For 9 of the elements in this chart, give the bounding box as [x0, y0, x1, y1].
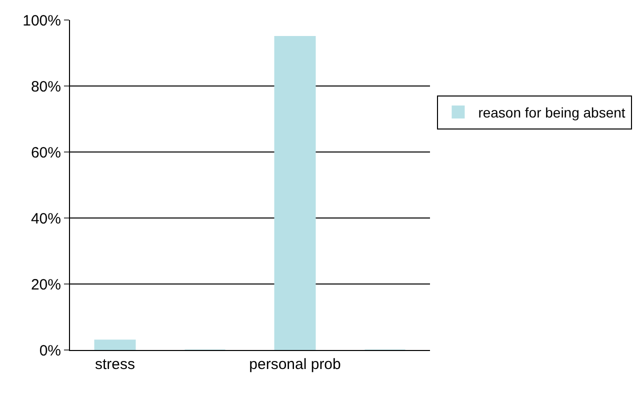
y-tick-label: 80%: [30, 78, 61, 96]
y-tick-label: 60%: [30, 144, 61, 162]
y-tick-label: 40%: [30, 210, 61, 228]
y-tick-label: 100%: [22, 12, 61, 30]
x-tick-label: stress: [94, 356, 136, 373]
y-tick-label: 0%: [39, 342, 61, 360]
x-tick-label: personal prob: [249, 356, 341, 373]
y-tick-label: 20%: [30, 276, 61, 294]
legend-label: reason for being absent: [478, 104, 626, 120]
